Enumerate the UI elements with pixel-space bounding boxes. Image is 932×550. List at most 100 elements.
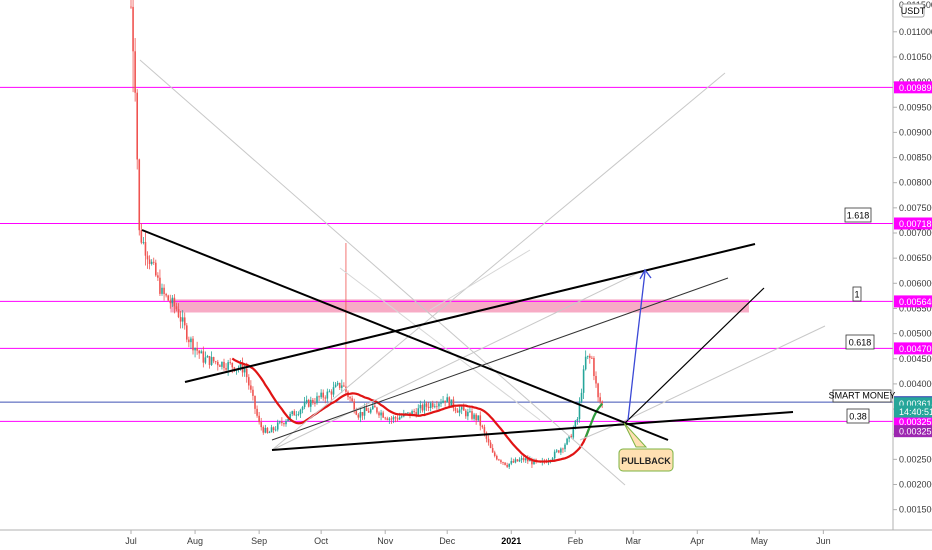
time-tick-3: Oct (314, 536, 329, 546)
price-tag-extra-1 (894, 405, 932, 418)
candle-body-49 (231, 362, 234, 368)
time-tick-0: Jul (125, 536, 137, 546)
candle-body-85 (305, 399, 308, 403)
fib-label-3: 0.618 (849, 338, 872, 348)
candle-body-213 (570, 435, 573, 438)
candle-body-83 (301, 407, 304, 410)
candle-body-61 (256, 408, 258, 416)
candle-body-98 (332, 387, 335, 395)
candle-body-161 (462, 407, 465, 411)
candle-body-23 (177, 309, 180, 318)
candle-body-223 (591, 357, 593, 359)
candle-body-90 (316, 396, 318, 404)
candle-body-47 (227, 362, 229, 370)
candle-body-181 (504, 462, 506, 465)
candle-body-38 (208, 356, 211, 365)
candle-body-141 (421, 404, 424, 411)
candle-body-89 (314, 403, 316, 404)
candle-body-63 (260, 422, 263, 428)
candle-body-91 (318, 396, 320, 398)
candle-body-227 (599, 397, 601, 402)
candle-body-158 (456, 410, 459, 413)
candle-body-154 (448, 397, 451, 407)
candle-body-28 (188, 339, 190, 343)
candle-body-127 (392, 417, 395, 420)
candle-body-9 (148, 259, 151, 264)
time-tick-8: Mar (625, 536, 641, 546)
plot-area[interactable] (0, 0, 893, 530)
candle-body-71 (276, 422, 279, 430)
candle-body-124 (386, 418, 389, 420)
candle-body-228 (601, 401, 604, 404)
candle-body-128 (394, 417, 397, 419)
candle-body-119 (376, 407, 378, 413)
candle-body-62 (258, 415, 260, 423)
candle-body-164 (469, 411, 471, 412)
fib-label-2: 1 (854, 290, 859, 300)
lower-channel-line (271, 411, 794, 451)
candle-body-20 (171, 297, 174, 304)
price-tag-level-3 (894, 342, 932, 355)
candle-body-192 (527, 458, 529, 462)
candle-body-189 (520, 458, 523, 460)
candle-body-3 (136, 92, 139, 160)
candle-body-211 (566, 438, 568, 445)
candle-body-140 (419, 404, 422, 409)
time-tick-1: Aug (187, 536, 203, 546)
candle-body-46 (225, 368, 227, 370)
time-tick-5: Dec (439, 536, 456, 546)
currency-badge[interactable] (901, 3, 925, 18)
candle-body-169 (479, 415, 482, 426)
candle-body-157 (454, 408, 457, 411)
candle-body-125 (388, 418, 391, 420)
candle-body-24 (179, 317, 182, 322)
candle-body-39 (210, 357, 213, 365)
candle-body-13 (157, 275, 159, 278)
candle-body-145 (429, 403, 432, 408)
candle-body-165 (471, 411, 473, 419)
candle-body-81 (297, 414, 300, 415)
time-tick-6: 2021 (501, 536, 521, 546)
candle-body-205 (553, 451, 556, 459)
candle-body-219 (582, 369, 585, 393)
gray-line-6 (429, 249, 531, 311)
candle-body-59 (252, 389, 254, 396)
candle-body-155 (450, 399, 453, 407)
price-tag-level-5 (894, 415, 932, 428)
candle-body-70 (274, 429, 277, 431)
candle-body-95 (326, 391, 329, 399)
fib-label-5: 0.38 (849, 412, 867, 422)
candle-body-106 (349, 397, 351, 399)
candle-body-35 (202, 351, 205, 363)
candle-body-27 (186, 325, 188, 340)
candle-body-17 (165, 294, 167, 296)
candle-body-204 (551, 458, 554, 461)
candle-body-113 (363, 407, 366, 416)
candle-body-171 (483, 427, 486, 433)
candle-body-131 (400, 416, 403, 418)
candle-body-82 (299, 409, 302, 415)
candle-body-32 (196, 347, 198, 351)
candle-body-19 (169, 300, 172, 304)
candle-body-111 (359, 411, 362, 418)
candle-body-150 (440, 402, 442, 404)
candle-body-72 (279, 421, 281, 423)
candle-body-209 (562, 448, 564, 450)
candle-body-6 (142, 242, 145, 243)
candle-body-102 (341, 385, 343, 388)
candle-body-143 (425, 403, 428, 407)
candle-body-173 (487, 438, 490, 443)
time-tick-2: Sep (251, 536, 267, 546)
candle-body-149 (438, 403, 440, 407)
candle-body-212 (568, 435, 570, 439)
fib-label-4: SMART MONEY (829, 391, 896, 401)
candle-body-168 (477, 415, 480, 421)
